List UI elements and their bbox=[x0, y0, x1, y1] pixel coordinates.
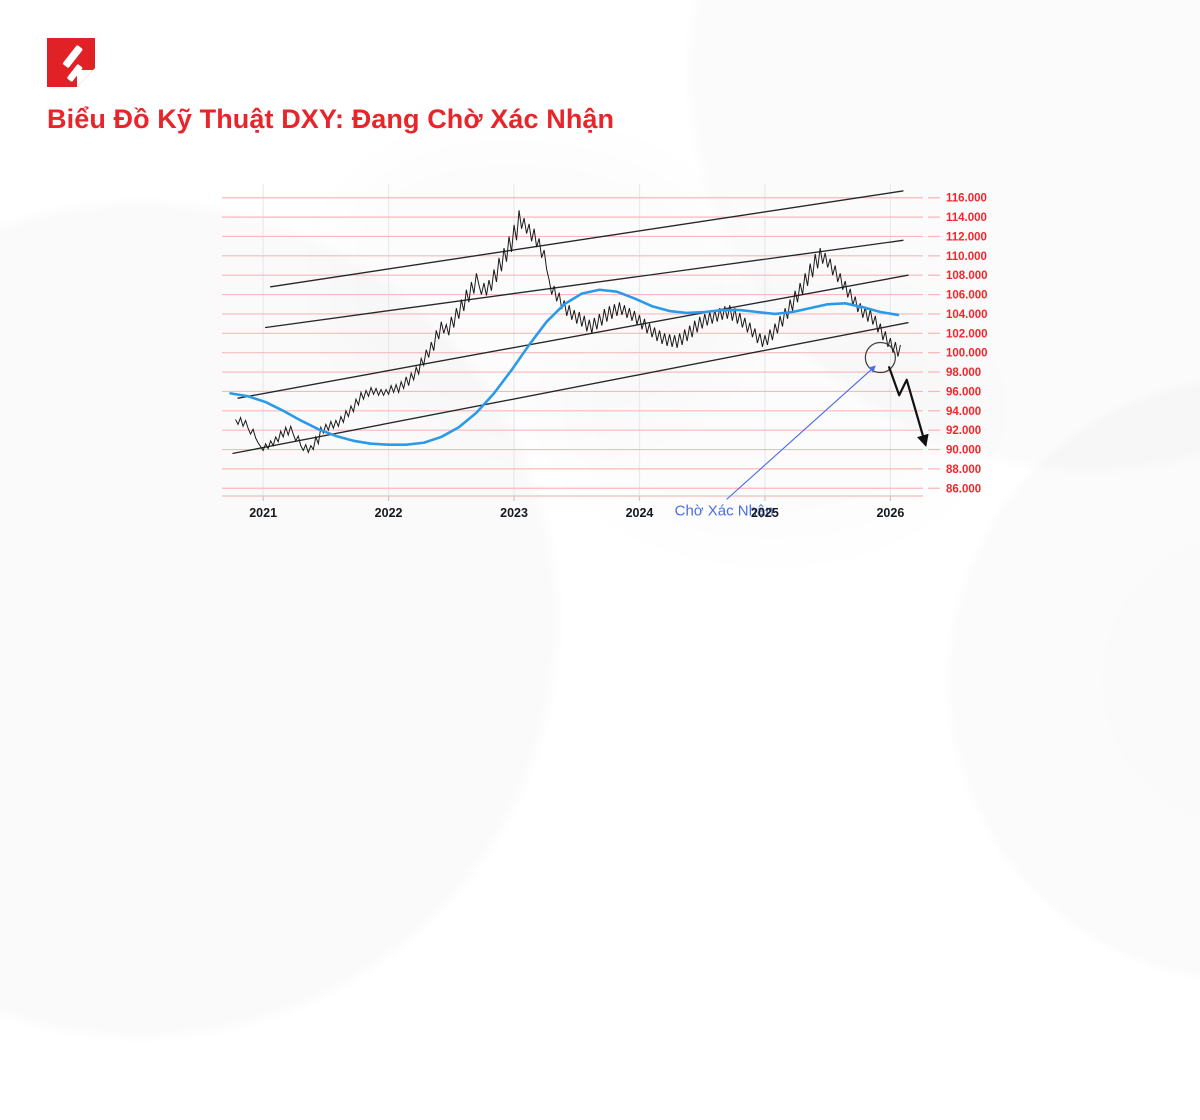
chart-canvas: Chờ Xác Nhận 116.000 114.000 112.000 110.00… bbox=[222, 184, 988, 520]
series-moving-average bbox=[229, 288, 900, 446]
chart-x-tick-marks bbox=[222, 495, 923, 501]
y-axis-tick-label: 110.000 bbox=[946, 251, 987, 263]
y-axis-tick-label: 100.000 bbox=[946, 348, 988, 360]
y-axis-tick-label: 114.000 bbox=[946, 212, 987, 224]
y-axis-tick-label: 94.000 bbox=[946, 406, 981, 418]
trendline-upper-channel-1 bbox=[269, 190, 904, 288]
series-price-line bbox=[235, 210, 901, 454]
pen-square-logo-icon bbox=[47, 38, 95, 87]
x-axis-tick-label: 2022 bbox=[375, 506, 403, 520]
annotation-pointer-line bbox=[726, 365, 876, 500]
y-axis-tick-label: 102.000 bbox=[946, 328, 988, 340]
x-axis-tick-label: 2024 bbox=[626, 506, 654, 520]
x-axis-tick-label: 2023 bbox=[500, 506, 528, 520]
trendline-upper-channel-2 bbox=[264, 239, 904, 329]
chart-y-axis-labels: 116.000 114.000 112.000 110.000 108.000 106.0… bbox=[946, 193, 988, 496]
chart-y-tick-marks bbox=[928, 197, 940, 489]
y-axis-tick-label: 108.000 bbox=[946, 270, 988, 282]
chart-trendlines bbox=[232, 190, 909, 455]
y-axis-tick-label: 92.000 bbox=[946, 425, 981, 437]
annotation-forecast-zigzag-arrow bbox=[888, 366, 929, 448]
y-axis-tick-label: 96.000 bbox=[946, 386, 981, 398]
y-axis-tick-label: 90.000 bbox=[946, 445, 981, 457]
y-axis-tick-label: 98.000 bbox=[946, 367, 981, 379]
dxy-technical-chart: Chờ Xác Nhận 116.000 114.000 112.000 110.00… bbox=[222, 184, 988, 520]
chart-series-group bbox=[229, 210, 901, 454]
page-title: Biểu Đồ Kỹ Thuật DXY: Đang Chờ Xác Nhận bbox=[47, 104, 615, 134]
x-axis-tick-label: 2021 bbox=[249, 506, 277, 520]
annotation-confirmation-circle bbox=[864, 341, 896, 374]
y-axis-tick-label: 116.000 bbox=[946, 193, 987, 205]
y-axis-tick-label: 104.000 bbox=[946, 309, 988, 321]
trendline-mid-channel bbox=[237, 274, 909, 399]
chart-vertical-gridlines bbox=[262, 184, 892, 500]
y-axis-tick-label: 106.000 bbox=[946, 290, 988, 302]
x-axis-tick-label: 2025 bbox=[751, 506, 779, 520]
y-axis-tick-label: 86.000 bbox=[946, 483, 981, 495]
annotation-label-cho-xac-nhan: Chờ Xác Nhận bbox=[675, 502, 774, 519]
x-axis-tick-label: 2026 bbox=[876, 506, 904, 520]
chart-annotations: Chờ Xác Nhận bbox=[675, 341, 929, 519]
y-axis-tick-label: 112.000 bbox=[946, 231, 987, 243]
chart-x-axis-labels: 2021 2022 2023 2024 2025 2026 bbox=[249, 506, 904, 520]
y-axis-tick-label: 88.000 bbox=[946, 464, 981, 476]
trendline-lower-channel bbox=[232, 321, 909, 455]
